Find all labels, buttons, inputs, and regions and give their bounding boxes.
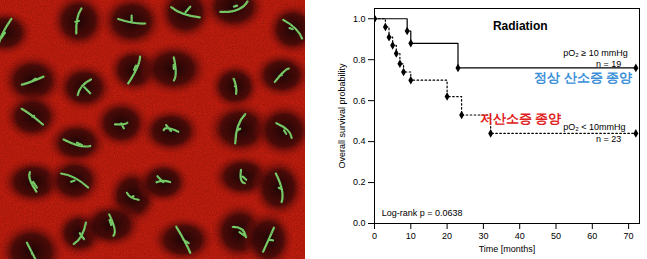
svg-text:40: 40: [515, 231, 525, 241]
svg-text:10: 10: [406, 231, 416, 241]
svg-text:Radiation: Radiation: [493, 19, 548, 33]
svg-text:60: 60: [587, 231, 597, 241]
svg-text:n = 23: n = 23: [596, 134, 621, 144]
svg-text:0.6: 0.6: [353, 96, 366, 106]
svg-text:50: 50: [551, 231, 561, 241]
svg-text:0.2: 0.2: [353, 177, 366, 187]
svg-text:0: 0: [372, 231, 377, 241]
svg-text:Overall survival probability: Overall survival probability: [337, 63, 347, 169]
svg-text:0.0: 0.0: [353, 218, 366, 228]
svg-text:0.4: 0.4: [353, 136, 366, 146]
svg-text:Time [months]: Time [months]: [479, 244, 536, 254]
svg-text:pO₂ < 10mmHg: pO₂ < 10mmHg: [563, 122, 625, 132]
svg-text:n = 19: n = 19: [596, 59, 621, 69]
svg-text:30: 30: [478, 231, 488, 241]
svg-text:20: 20: [442, 231, 452, 241]
svg-text:pO₂ ≥ 10 mmHg: pO₂ ≥ 10 mmHg: [563, 48, 627, 58]
svg-text:0.8: 0.8: [353, 55, 366, 65]
svg-text:1.0: 1.0: [353, 14, 366, 24]
svg-text:Log-rank p = 0.0638: Log-rank p = 0.0638: [382, 208, 463, 218]
svg-text:70: 70: [624, 231, 634, 241]
svg-text:저산소증 종양: 저산소증 종양: [480, 111, 562, 126]
svg-text:정상 산소증 종양: 정상 산소증 종양: [534, 70, 632, 85]
